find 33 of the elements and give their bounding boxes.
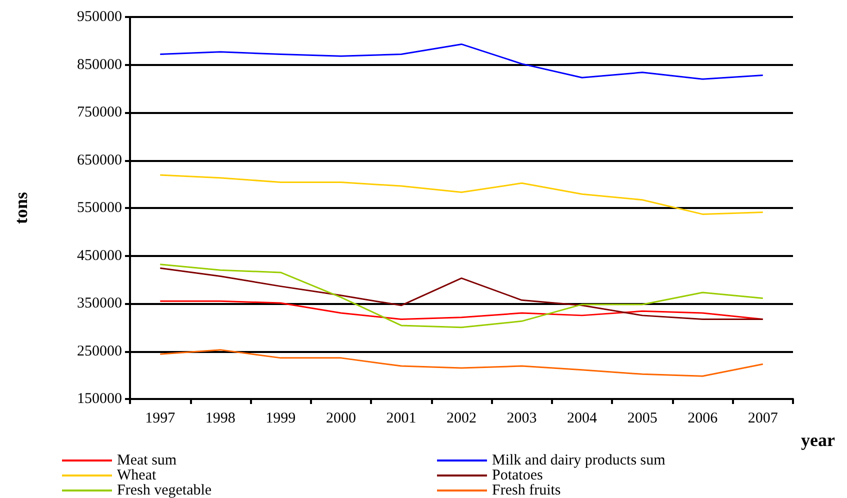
x-tick-label: 2000 xyxy=(326,410,356,426)
line-series xyxy=(159,349,764,377)
x-tick-label: 2006 xyxy=(688,410,718,426)
y-tick-label: 750000 xyxy=(77,104,122,120)
y-tick-label: 350000 xyxy=(77,296,122,312)
y-tick-label: 650000 xyxy=(77,152,122,168)
x-tick-label: 1997 xyxy=(145,410,176,426)
x-tick-label: 1999 xyxy=(266,410,296,426)
x-tick-label: 2007 xyxy=(748,410,778,426)
line-series xyxy=(159,264,764,328)
x-axis-title: year xyxy=(801,430,835,450)
legend-label: Fresh vegetable xyxy=(117,482,212,498)
legend-label: Meat sum xyxy=(117,452,177,468)
x-tick-label: 2003 xyxy=(506,410,537,426)
line-series xyxy=(159,43,764,80)
legend-label: Wheat xyxy=(117,468,157,484)
x-tick-label: 2004 xyxy=(567,410,598,426)
y-axis-title: tons xyxy=(11,192,31,224)
line-series xyxy=(159,267,764,320)
y-tick-label: 150000 xyxy=(77,391,122,407)
x-tick-label: 2001 xyxy=(386,410,416,426)
x-tick-label: 2005 xyxy=(627,410,658,426)
legend-label: Potatoes xyxy=(492,468,543,484)
line-series xyxy=(159,174,764,215)
x-tick-label: 1998 xyxy=(205,410,236,426)
y-tick-label: 850000 xyxy=(77,56,122,73)
y-tick-label: 250000 xyxy=(77,343,122,360)
legend-label: Milk and dairy products sum xyxy=(492,452,666,468)
y-tick-label: 950000 xyxy=(77,9,122,25)
y-tick-label: 450000 xyxy=(77,248,122,264)
legend-label: Fresh fruits xyxy=(492,482,561,498)
y-tick-label: 550000 xyxy=(77,200,122,216)
x-tick-label: 2002 xyxy=(446,410,476,426)
